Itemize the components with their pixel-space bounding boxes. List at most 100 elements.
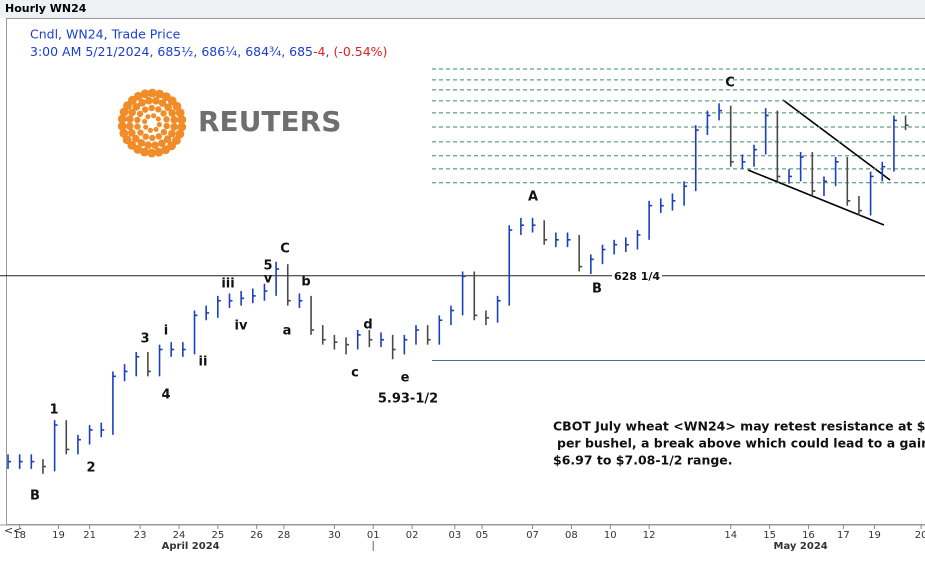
logo-dot (132, 134, 140, 143)
note-line: $6.97 to $7.08-1/2 range. (553, 453, 733, 468)
x-tick-label: 12 (643, 530, 656, 541)
wave-label: 2 (86, 461, 95, 476)
wave-label: A (528, 190, 538, 205)
logo-dot (149, 134, 156, 142)
trend-line (782, 99, 891, 181)
wave-label: 3 (140, 332, 149, 347)
x-tick-label: 25 (211, 530, 224, 541)
wave-label: 5 (263, 259, 272, 274)
x-tick-label: 03 (448, 530, 461, 541)
quote-part: (-0.54%) (333, 44, 387, 59)
subtitle: Cndl, WN24, Trade Price (30, 27, 181, 42)
quote-part: , (325, 44, 333, 59)
logo-dot (155, 106, 162, 113)
logo-dot (138, 98, 146, 107)
logo-dot (123, 101, 132, 111)
logo-dot (134, 116, 141, 124)
logo-dot (145, 96, 153, 105)
logo-dot (168, 109, 177, 117)
x-tick-label: 20 (915, 530, 925, 541)
wave-label: e (401, 371, 410, 386)
logo-dot (147, 88, 157, 98)
x-tick-label: 21 (83, 530, 96, 541)
x-tick-label: 05 (476, 530, 489, 541)
logo-dot (155, 116, 161, 122)
logo-dot (152, 97, 160, 105)
logo-dot (170, 116, 179, 124)
logo-dot (134, 123, 141, 130)
logo-dot (147, 127, 154, 133)
logo-text: REUTERS (198, 105, 341, 138)
x-tick-label: 14 (724, 530, 737, 541)
wave-label: a (283, 324, 292, 339)
logo-dot (158, 99, 167, 107)
x-tick-label: 30 (328, 530, 341, 541)
x-tick-label: 08 (565, 530, 578, 541)
wave-label: 1 (49, 403, 58, 418)
month-label: May 2024 (774, 541, 828, 552)
logo-dot (140, 89, 150, 99)
logo-dot (163, 122, 170, 130)
title-bar (0, 0, 925, 18)
wave-label: i (164, 324, 168, 339)
x-tick-label: 26 (250, 530, 263, 541)
quote-part: -4 (313, 44, 326, 59)
x-tick-label: 15 (763, 530, 776, 541)
logo-dot (133, 91, 143, 101)
logo-dot (170, 123, 178, 131)
x-tick-label: 19 (52, 530, 65, 541)
support-label: 628 1/4 (614, 270, 660, 283)
trend-line (747, 169, 885, 226)
wave-label: iv (235, 319, 248, 334)
logo-dot (177, 122, 187, 132)
logo-dot (153, 126, 159, 132)
x-tick-label: 07 (526, 530, 539, 541)
logo-dot (163, 135, 172, 143)
x-tick-label: 10 (604, 530, 617, 541)
logo-dot (154, 147, 164, 157)
logo-dot (125, 122, 134, 130)
logo-dot (155, 133, 162, 140)
logo-dot (142, 118, 148, 125)
logo-dot (145, 114, 151, 120)
logo-dot (137, 139, 146, 147)
logo-dot (128, 108, 136, 117)
wave-label: 4 (161, 388, 170, 403)
x-tick-label: 01 (367, 530, 380, 541)
logo-dot (147, 148, 157, 158)
wave-label: c (351, 366, 359, 381)
logo-dot (119, 128, 129, 138)
logo-dot (144, 141, 152, 149)
logo-dot (143, 124, 149, 130)
logo-dot (136, 110, 144, 118)
nav-button[interactable]: << (4, 524, 22, 537)
logo-dot (164, 103, 172, 112)
logo-dot (155, 89, 164, 99)
logo-dot (140, 147, 149, 157)
wave-label: 5.93-1/2 (378, 392, 438, 407)
logo-dot (161, 145, 171, 155)
logo-dot (142, 106, 149, 113)
wave-label: b (301, 275, 310, 290)
logo-dot (158, 139, 166, 148)
logo-dot (137, 129, 144, 136)
month-label: April 2024 (162, 541, 220, 552)
x-tick-label: 28 (278, 530, 291, 541)
x-tick-label: 18 (13, 530, 26, 541)
wave-label: d (363, 318, 372, 333)
wave-label: iii (221, 277, 234, 292)
wave-label: B (592, 282, 602, 297)
logo-dot (160, 128, 168, 136)
quote: 3:00 AM 5/21/2024, 685½, 686¼, 684¾, 685… (30, 44, 387, 59)
logo (117, 88, 187, 158)
x-tick-label: 16 (802, 530, 815, 541)
note-line: CBOT July wheat <WN24> may retest resist… (553, 419, 925, 434)
chart-title: Hourly WN24 (5, 2, 87, 15)
x-tick-label: 19 (868, 530, 881, 541)
logo-dot (117, 121, 127, 131)
quote-part: 3:00 AM 5/21/2024, 685½, 686¼, 684¾, 685 (30, 44, 313, 59)
x-tick-label: 23 (134, 530, 147, 541)
logo-dot (151, 141, 159, 150)
wave-label: C (725, 76, 735, 91)
